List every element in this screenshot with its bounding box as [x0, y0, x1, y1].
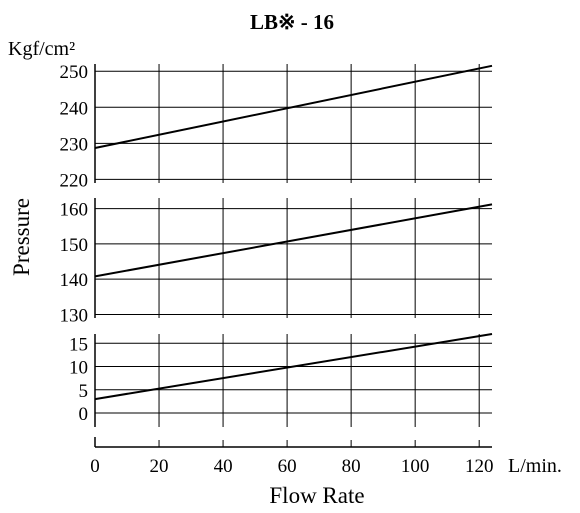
y-tick-label: 250	[60, 62, 89, 83]
y-tick-label: 130	[60, 305, 89, 326]
x-tick-label: 80	[342, 456, 361, 477]
y-unit-label: Kgf/cm²	[8, 38, 75, 60]
x-tick-label: 120	[465, 456, 494, 477]
x-tick-label: 0	[90, 456, 100, 477]
x-axis: 0 20 40 60 80 100 120	[90, 437, 493, 477]
x-axis-title: Flow Rate	[269, 483, 364, 508]
x-tick-label: 60	[278, 456, 297, 477]
y-tick-label: 15	[69, 334, 88, 355]
x-tick-label: 100	[401, 456, 430, 477]
y-tick-label: 220	[60, 170, 89, 191]
y-tick-label: 5	[79, 381, 89, 402]
chart-title: LB※ - 16	[250, 10, 334, 34]
x-tick-label: 40	[214, 456, 233, 477]
panel-1: 220 230 240 250	[60, 62, 493, 191]
x-tick-label: 20	[150, 456, 169, 477]
y-tick-label: 10	[69, 358, 88, 379]
x-unit-label: L/min.	[508, 455, 562, 477]
y-tick-label: 0	[79, 404, 89, 425]
y-tick-label: 150	[60, 235, 89, 256]
y-tick-label: 230	[60, 134, 89, 155]
series-line	[95, 204, 492, 276]
y-tick-label: 240	[60, 98, 89, 119]
y-tick-label: 160	[60, 200, 89, 221]
y-tick-label: 140	[60, 270, 89, 291]
panel-2: 130 140 150 160	[60, 198, 493, 326]
y-axis-title: Pressure	[9, 198, 34, 276]
